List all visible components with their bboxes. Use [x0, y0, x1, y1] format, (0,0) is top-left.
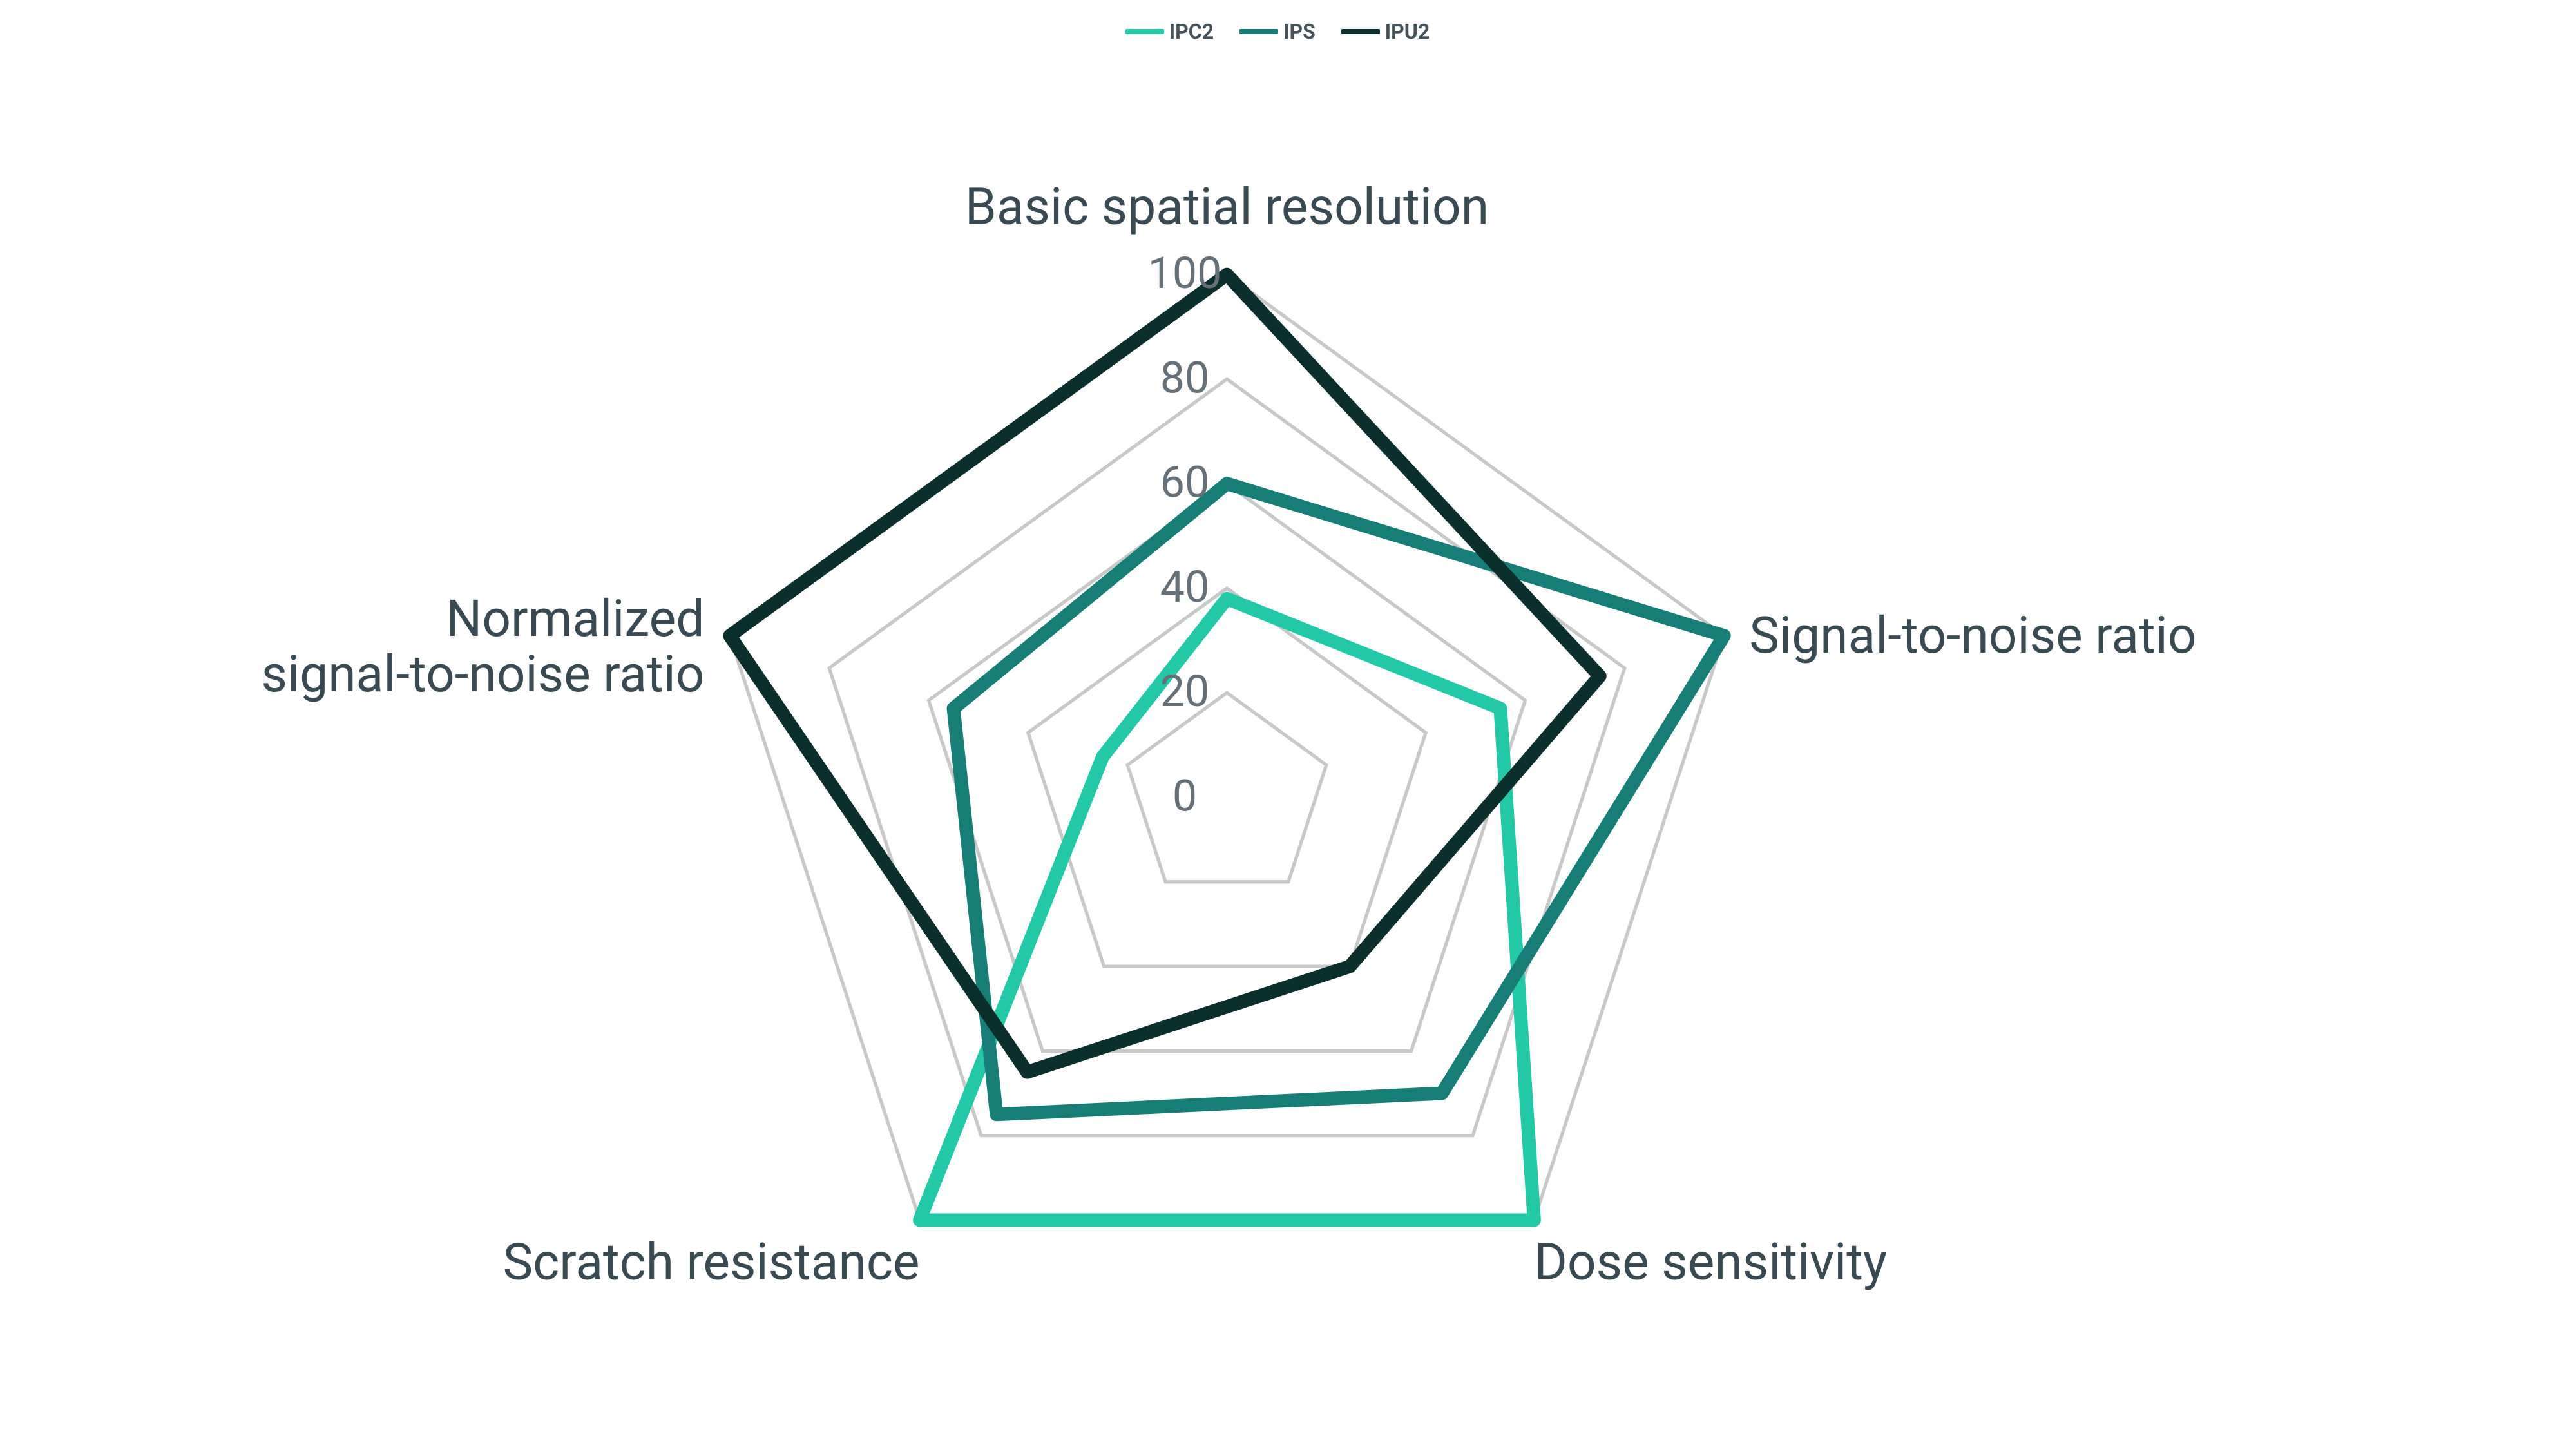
grid-ring — [730, 274, 1724, 1220]
legend-swatch — [1341, 29, 1380, 34]
axis-label: Signal-to-noise ratio — [1749, 606, 2196, 666]
legend-label: IPU2 — [1385, 19, 1430, 44]
tick-label: 0 — [1172, 770, 1197, 821]
tick-label: 80 — [1160, 352, 1210, 403]
radar-svg: 0 20 40 60 80 100 Basic spatial resolution Sign… — [13, 50, 2542, 1443]
radar-wrap: 0 20 40 60 80 100 Basic spatial resolution Sign… — [13, 50, 2542, 1443]
tick-label: 100 — [1148, 247, 1222, 299]
legend-label: IPC2 — [1169, 19, 1214, 44]
legend-item-ips: IPS — [1239, 19, 1316, 44]
legend-label: IPS — [1283, 19, 1316, 44]
legend-swatch — [1239, 29, 1278, 34]
grid-ring — [1127, 693, 1326, 882]
radar-chart-container: IPC2 IPS IPU2 0 20 40 60 80 100 Basic spatial re… — [0, 0, 2555, 1456]
legend: IPC2 IPS IPU2 — [1125, 19, 1430, 44]
legend-item-ipc2: IPC2 — [1125, 19, 1214, 44]
axis-label: Normalizedsignal-to-noise ratio — [262, 589, 705, 704]
tick-label: 60 — [1160, 457, 1210, 508]
legend-swatch — [1125, 29, 1164, 34]
tick-label: 40 — [1160, 561, 1210, 613]
series-ips — [953, 484, 1724, 1115]
axis-label: Basic spatial resolution — [965, 178, 1489, 237]
tick-label: 20 — [1160, 666, 1210, 717]
axis-label: Scratch resistance — [503, 1233, 920, 1292]
axis-label: Dose sensitivity — [1534, 1233, 1887, 1292]
legend-item-ipu2: IPU2 — [1341, 19, 1430, 44]
